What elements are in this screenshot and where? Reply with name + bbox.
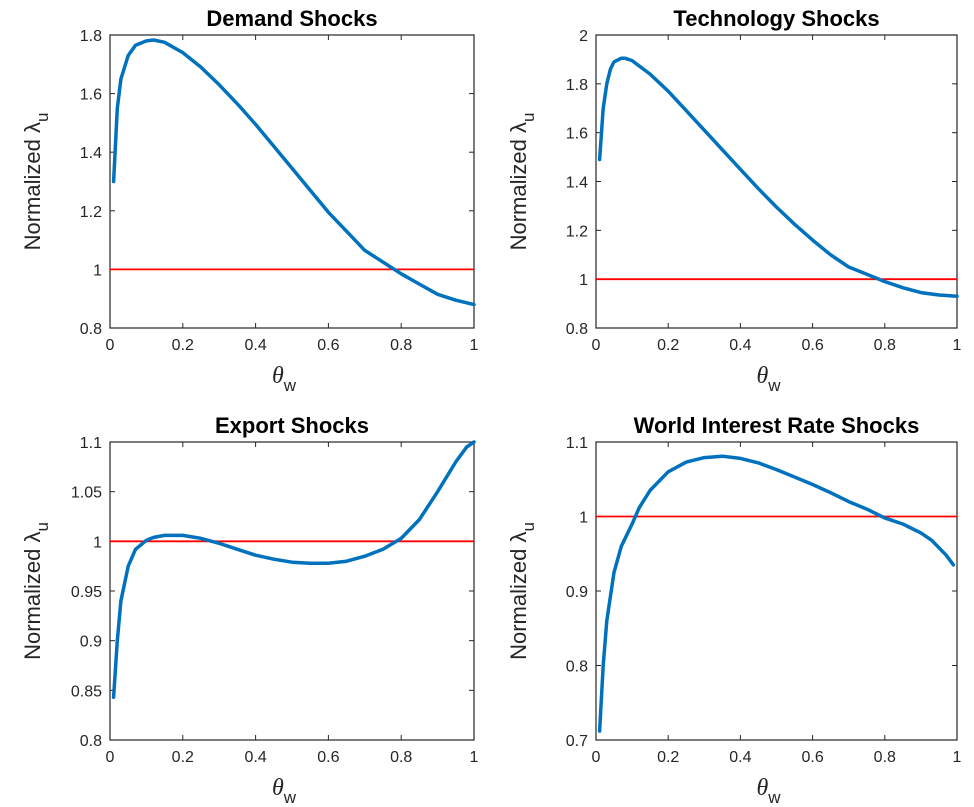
subplot-1: Demand Shocks 0 0.2 0.4 0.6 0.8 1 0.8 1 1.2 1.4 1.6… (20, 6, 479, 395)
y-tick-label: 1.05 (71, 485, 102, 502)
x-tick-label: 0.2 (172, 337, 194, 354)
y-axis-label: Normalized λu (506, 113, 538, 251)
y-tick-label: 1.4 (80, 145, 102, 162)
y-tick-label: 1.6 (566, 126, 588, 143)
y-tick-label: 0.8 (566, 321, 588, 338)
x-tick-label: 1 (953, 337, 962, 354)
y-tick-label: 1.1 (80, 435, 102, 452)
x-tick-label: 0.4 (729, 337, 751, 354)
x-tick-label: 0.6 (801, 749, 823, 766)
x-tick-label: 0 (592, 337, 601, 354)
chart-title: Export Shocks (215, 413, 369, 438)
series-line (111, 440, 476, 700)
y-tick-label: 1.8 (566, 77, 588, 94)
x-tick-label: 0.2 (172, 749, 194, 766)
x-axis-label: θw (272, 363, 297, 395)
x-tick-label: 0.8 (390, 749, 412, 766)
axes-box (595, 34, 958, 329)
x-axis-label: θw (756, 775, 781, 807)
x-tick-label: 0 (592, 749, 601, 766)
chart-title: World Interest Rate Shocks (634, 413, 920, 438)
x-tick-label: 0.6 (317, 337, 339, 354)
y-tick-label: 0.9 (80, 634, 102, 651)
x-tick-label: 0.2 (657, 749, 679, 766)
subplot-3: Export Shocks 0 0.2 0.4 0.6 0.8 1 0.8 0.85 0.9 0.9… (20, 413, 479, 807)
y-tick-label: 0.8 (566, 659, 588, 676)
x-tick-label: 0 (106, 337, 115, 354)
y-tick-label: 2 (579, 28, 588, 45)
y-tick-label: 0.7 (566, 733, 588, 750)
x-tick-label: 0.8 (874, 749, 896, 766)
y-tick-label: 1 (579, 510, 588, 527)
x-tick-label: 0.6 (801, 337, 823, 354)
y-tick-label: 0.95 (71, 584, 102, 601)
x-axis-label: θw (272, 775, 297, 807)
y-tick-label: 1.6 (80, 87, 102, 104)
y-axis-label: Normalized λu (506, 522, 538, 660)
axes-box (109, 441, 475, 741)
x-axis-label: θw (756, 363, 781, 395)
y-tick-label: 1 (579, 272, 588, 289)
x-tick-label: 0.8 (874, 337, 896, 354)
x-tick-label: 0.2 (657, 337, 679, 354)
y-tick-label: 0.85 (71, 683, 102, 700)
x-tick-label: 0.6 (317, 749, 339, 766)
y-tick-label: 0.8 (80, 733, 102, 750)
y-tick-label: 1.1 (566, 435, 588, 452)
y-tick-label: 1.2 (566, 223, 588, 240)
subplot-4: World Interest Rate Shocks 0 0.2 0.4 0.6 0.8 1… (506, 413, 962, 807)
y-tick-label: 1.8 (80, 28, 102, 45)
chart-title: Technology Shocks (673, 6, 879, 31)
x-tick-label: 1 (953, 749, 962, 766)
y-tick-label: 1.2 (80, 204, 102, 221)
x-tick-label: 1 (470, 337, 479, 354)
y-tick-label: 0.9 (566, 584, 588, 601)
x-tick-label: 0.4 (729, 749, 751, 766)
y-tick-label: 1.4 (566, 175, 588, 192)
x-tick-label: 1 (470, 749, 479, 766)
x-tick-label: 0.4 (244, 749, 266, 766)
series-line (597, 56, 959, 299)
y-tick-label: 1 (93, 262, 102, 279)
y-tick-label: 1 (93, 534, 102, 551)
chart-title: Demand Shocks (206, 6, 377, 31)
series-line (597, 454, 956, 733)
y-tick-label: 0.8 (80, 321, 102, 338)
x-tick-label: 0.8 (390, 337, 412, 354)
axes-box (109, 34, 475, 329)
x-tick-label: 0 (106, 749, 115, 766)
y-axis-label: Normalized λu (20, 522, 52, 660)
y-axis-label: Normalized λu (20, 113, 52, 251)
x-tick-label: 0.4 (244, 337, 266, 354)
axes-box (595, 441, 958, 741)
series-line (111, 38, 476, 307)
subplot-2: Technology Shocks 0 0.2 0.4 0.6 0.8 1 0.8 1 1.2 1.… (506, 6, 962, 395)
